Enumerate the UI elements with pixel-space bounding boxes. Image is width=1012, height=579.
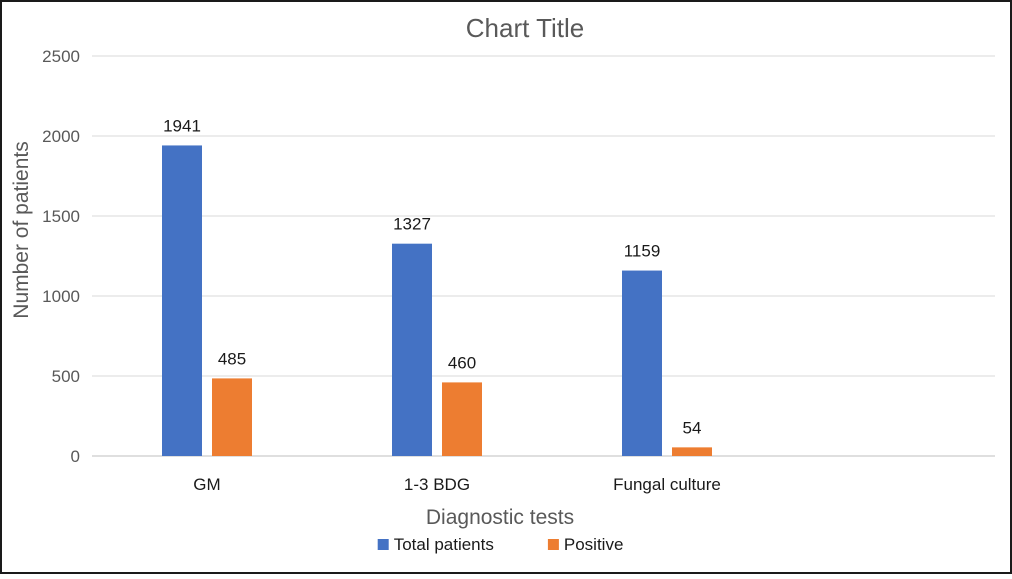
x-axis-ticks: GM 1-3 BDG Fungal culture [193, 475, 721, 494]
data-label: 54 [683, 418, 702, 437]
legend-item: Positive [547, 535, 624, 554]
bar [392, 243, 432, 456]
bar [622, 270, 662, 456]
data-label: 1159 [624, 242, 661, 261]
y-tick-label: 2000 [42, 127, 80, 146]
y-axis-ticks: 0 500 1000 1500 2000 2500 [42, 47, 80, 466]
legend-item: Total patients [377, 535, 494, 554]
data-label: 460 [448, 353, 476, 372]
bar [162, 145, 202, 456]
x-axis-label: Diagnostic tests [426, 506, 574, 529]
y-tick-label: 1500 [42, 207, 80, 226]
legend: Total patients Positive [377, 535, 624, 554]
data-label: 485 [218, 349, 246, 368]
legend-swatch [547, 539, 559, 550]
y-tick-label: 500 [52, 367, 80, 386]
bar [672, 447, 712, 456]
y-axis-label: Number of patients [10, 141, 33, 318]
data-label: 1941 [163, 116, 201, 135]
data-label: 1327 [393, 215, 431, 234]
x-tick-label: GM [193, 475, 220, 494]
x-tick-label: Fungal culture [613, 475, 721, 494]
bar [442, 382, 482, 456]
legend-swatch [377, 539, 389, 550]
chart-title: Chart Title [466, 13, 585, 43]
data-labels: 1941 485 1327 460 1159 54 [163, 116, 701, 437]
legend-label: Positive [564, 535, 624, 554]
x-tick-label: 1-3 BDG [404, 475, 470, 494]
legend-label: Total patients [394, 535, 494, 554]
bars [162, 145, 712, 456]
y-tick-label: 1000 [42, 287, 80, 306]
y-tick-label: 0 [71, 447, 80, 466]
y-tick-label: 2500 [42, 47, 80, 66]
bar [212, 378, 252, 456]
